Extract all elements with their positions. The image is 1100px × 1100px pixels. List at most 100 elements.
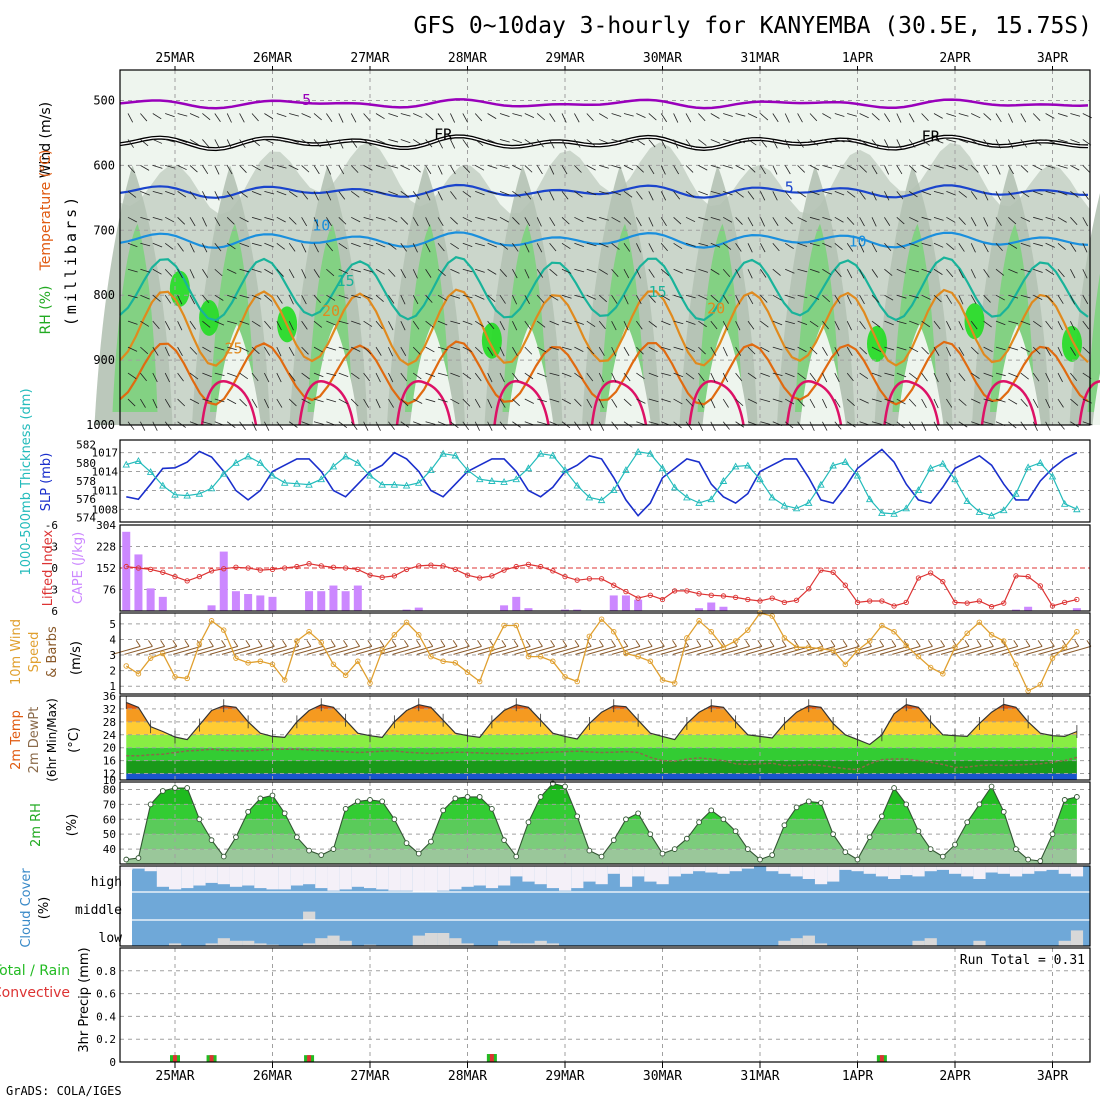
wind10-barb-flag [184,640,190,647]
wind-barb [338,346,349,351]
wind-barb [338,113,344,123]
wind-barb [474,372,482,382]
wind-barb [189,346,198,355]
wind-barb [487,216,498,221]
wind-barb [648,269,655,278]
cloud-high-cell [303,866,316,885]
wind-barb [797,372,806,380]
wind10-barb-flag [269,640,275,647]
wind-barb [350,139,358,148]
rh2m-marker [684,835,690,842]
wind-barb [723,113,733,117]
wind-barb [189,320,197,330]
wind-barb [239,165,247,173]
cloud-high-cell [1058,866,1071,874]
wind-barb [499,421,507,430]
wind-barb [140,421,146,431]
wind-barb [598,113,609,119]
wind-barb [809,372,817,382]
li-marker [781,599,788,606]
wind-barb [214,165,220,175]
wind-barb [512,139,522,144]
wind10-marker [135,671,142,677]
wind-barb [363,320,373,327]
temp2m-tick-label: 36 [103,690,116,703]
wind-barb [983,372,994,377]
wind10-barb-flag [513,640,519,647]
rh2m-marker [367,797,373,803]
cloud-high-cell [790,866,803,877]
wind-barb [1032,421,1038,431]
wind-barb [921,421,927,431]
wind10-marker [355,658,361,665]
wind10-barb [892,645,921,655]
wind-barb [685,191,695,198]
wind-barb [698,113,706,122]
wind-barb [673,191,681,200]
wind-barb [276,216,286,223]
wind-barb [1070,243,1077,252]
isotherm-30-arc [688,380,745,426]
wind-barb [177,113,188,117]
wind-barb [958,320,964,331]
wind10-barb [465,645,494,655]
cloud-high-cell [1070,866,1084,877]
thickness-marker [865,495,874,503]
wind-barb [636,295,642,305]
li-tick-label: 3 [51,584,58,597]
wind-barb [326,139,332,149]
li-marker [927,570,934,576]
wind10-barb [794,645,823,655]
wind10-barb [709,645,738,655]
wind10-marker [440,658,446,665]
wind-barb [264,216,275,221]
wind-barb [599,242,609,248]
wind-barb [549,165,555,175]
cloud-cell [973,940,986,946]
wind-barb [859,165,868,173]
wind-barb [313,113,322,121]
wind10-marker [732,638,739,644]
rh2m-marker [610,837,617,843]
wind-barb [239,216,249,223]
wind-barb [760,421,771,425]
wind-barb [487,320,495,330]
wind-barb [698,165,708,171]
wind-barb [512,243,519,252]
cloud-cell [449,938,462,946]
thickness-marker [390,480,399,488]
wind-barb [338,398,348,405]
wind-barb [313,191,319,201]
rh2m-marker [318,852,325,858]
wind-barb [834,346,840,357]
isotherm-label: 15 [649,283,667,301]
wind-barb [388,346,393,357]
wind-barb [598,398,604,409]
wind-barb [921,294,931,300]
wind10-marker [489,646,495,652]
wind-barb [524,113,535,118]
wind-barb [350,165,359,173]
wind-barb [326,165,332,175]
wind-barb [214,372,225,377]
wind10-barb-flag [611,640,616,647]
wind-barb [623,217,632,225]
wind-barb [140,216,151,221]
wind-barb [388,165,399,169]
wind-barb [549,268,558,277]
wind-barb [561,294,572,299]
cloud-high-cell [412,866,425,892]
pressure-tick-label: 900 [93,353,115,367]
wind-barb [958,139,969,144]
wind-barb [660,268,670,276]
wind-barb [351,294,361,299]
cape-bar [353,585,362,611]
wind-barb [561,191,569,200]
thickness-marker [305,480,313,488]
wind-barb [338,242,348,250]
cape-bar [1011,609,1020,611]
wind-barb [264,165,275,169]
wind-barb [760,269,767,278]
wind10-barb-flag [464,640,470,647]
wind10-marker [245,660,251,666]
